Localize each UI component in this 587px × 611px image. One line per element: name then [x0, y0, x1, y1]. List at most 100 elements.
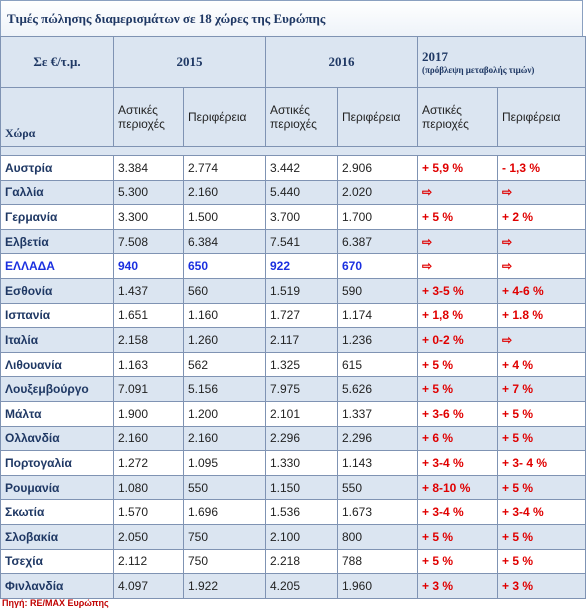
value-cell: 5.626	[337, 376, 418, 402]
country-cell: Λιθουανία	[0, 351, 114, 378]
title: Τιμές πώλησης διαμερισμάτων σε 18 χώρες …	[0, 0, 583, 36]
header-row: Σε €/τ.μ. 2015 2016 2017 (πρόβλεψη μεταβο…	[0, 36, 587, 88]
country-cell: Φινλανδία	[0, 573, 114, 599]
value-cell: 1.095	[183, 450, 266, 476]
value-cell: + 4 %	[496, 351, 587, 378]
value-cell: 940	[113, 253, 184, 279]
value-cell: 1.160	[183, 302, 266, 329]
value-cell: 1.330	[265, 450, 338, 476]
value-cell: + 5 %	[496, 425, 587, 452]
value-cell: 2.050	[113, 523, 184, 550]
table-row: Εσθονία 1.437 560 1.519 590 + 3-5 % + 4-6 %	[0, 277, 587, 304]
value-cell: 2.906	[337, 155, 418, 181]
value-cell: ⇨	[496, 253, 587, 279]
table-header: Σε €/τ.μ. 2015 2016 2017 (πρόβλεψη μεταβο…	[0, 36, 587, 147]
value-cell: 615	[337, 351, 418, 378]
value-cell: ⇨	[496, 327, 587, 353]
country-cell: Πορτογαλία	[0, 450, 114, 476]
value-cell: 670	[337, 253, 418, 279]
value-cell: 1.696	[183, 499, 266, 525]
value-cell: 7.091	[113, 376, 184, 402]
value-cell: ⇨	[417, 228, 498, 255]
year-header: 2015	[113, 36, 266, 88]
value-cell: + 8-10 %	[417, 474, 498, 501]
value-cell: 1.922	[183, 573, 266, 599]
value-cell: 2.117	[265, 327, 338, 353]
value-cell: 1.325	[265, 351, 338, 378]
value-cell: + 5 %	[417, 351, 498, 378]
value-cell: 1.900	[113, 400, 184, 427]
table-row: Ισπανία 1.651 1.160 1.727 1.174 + 1,8 % + 1.8 …	[0, 302, 587, 329]
value-cell: 590	[337, 277, 418, 304]
country-cell: Ιταλία	[0, 327, 114, 353]
value-cell: 1.727	[265, 302, 338, 329]
value-cell: + 6 %	[417, 425, 498, 452]
country-cell: Μάλτα	[0, 400, 114, 427]
value-cell: + 5 %	[496, 400, 587, 427]
value-cell: 1.272	[113, 450, 184, 476]
value-cell: 1.651	[113, 302, 184, 329]
value-cell: 1.437	[113, 277, 184, 304]
value-cell: 4.097	[113, 573, 184, 599]
subheader: Περιφέρεια	[183, 87, 266, 147]
value-cell: 1.536	[265, 499, 338, 525]
table-body: Αυστρία 3.384 2.774 3.442 2.906 + 5,9 % - 1,3 …	[0, 146, 587, 599]
value-cell: 750	[183, 523, 266, 550]
country-cell: Ολλανδία	[0, 425, 114, 452]
value-cell: 1.960	[337, 573, 418, 599]
table-row: Αυστρία 3.384 2.774 3.442 2.906 + 5,9 % - 1,3 …	[0, 155, 587, 181]
value-cell: + 3 %	[496, 573, 587, 599]
value-cell: 2.160	[113, 425, 184, 452]
value-cell: ⇨	[496, 228, 587, 255]
table-row: Γαλλία 5.300 2.160 5.440 2.020 ⇨ ⇨	[0, 179, 587, 206]
value-cell: + 0-2 %	[417, 327, 498, 353]
value-cell: - 1,3 %	[496, 155, 587, 181]
table-row: Ολλανδία 2.160 2.160 2.296 2.296 + 6 % + 5 %	[0, 425, 587, 452]
value-cell: ⇨	[496, 179, 587, 206]
value-cell: 788	[337, 548, 418, 575]
table-row: Γερμανία 3.300 1.500 3.700 1.700 + 5 % + 2 %	[0, 204, 587, 230]
value-cell: + 1.8 %	[496, 302, 587, 329]
value-cell: 2.158	[113, 327, 184, 353]
value-cell: 7.541	[265, 228, 338, 255]
value-cell: 3.384	[113, 155, 184, 181]
value-cell: + 5 %	[417, 523, 498, 550]
value-cell: 1.673	[337, 499, 418, 525]
value-cell: 2.160	[183, 179, 266, 206]
country-cell: Εσθονία	[0, 277, 114, 304]
table-row: Λουξεμβούργο 7.091 5.156 7.975 5.626 + 5 % + 7…	[0, 376, 587, 402]
value-cell: 2.774	[183, 155, 266, 181]
country-cell: Σλοβακία	[0, 523, 114, 550]
value-cell: + 3-5 %	[417, 277, 498, 304]
country-cell: Ρουμανία	[0, 474, 114, 501]
value-cell: 1.700	[337, 204, 418, 230]
table-row: ΕΛΛΑΔΑ 940 650 922 670 ⇨ ⇨	[0, 253, 587, 279]
subheader: Αστικές περιοχές	[417, 87, 498, 147]
value-cell: + 3-4 %	[417, 450, 498, 476]
value-cell: 2.020	[337, 179, 418, 206]
table-row: Ιταλία 2.158 1.260 2.117 1.236 + 0-2 % ⇨	[0, 327, 587, 353]
value-cell: + 5 %	[496, 474, 587, 501]
value-cell: 6.387	[337, 228, 418, 255]
spacer-cell	[0, 146, 587, 156]
value-cell: 800	[337, 523, 418, 550]
table-row: Πορτογαλία 1.272 1.095 1.330 1.143 + 3-4 % + 3…	[0, 450, 587, 476]
value-cell: 1.080	[113, 474, 184, 501]
country-cell: ΕΛΛΑΔΑ	[0, 253, 114, 279]
value-cell: + 3-4 %	[417, 499, 498, 525]
value-cell: 2.296	[265, 425, 338, 452]
value-cell: 3.300	[113, 204, 184, 230]
value-cell: 2.101	[265, 400, 338, 427]
value-cell: ⇨	[417, 253, 498, 279]
table-row: Μάλτα 1.900 1.200 2.101 1.337 + 3-6 % + 5 %	[0, 400, 587, 427]
value-cell: 2.100	[265, 523, 338, 550]
value-cell: 3.700	[265, 204, 338, 230]
table-row: Λιθουανία 1.163 562 1.325 615 + 5 % + 4 %	[0, 351, 587, 378]
value-cell: 2.112	[113, 548, 184, 575]
value-cell: + 1,8 %	[417, 302, 498, 329]
country-cell: Αυστρία	[0, 155, 114, 181]
country-cell: Λουξεμβούργο	[0, 376, 114, 402]
value-cell: 1.143	[337, 450, 418, 476]
